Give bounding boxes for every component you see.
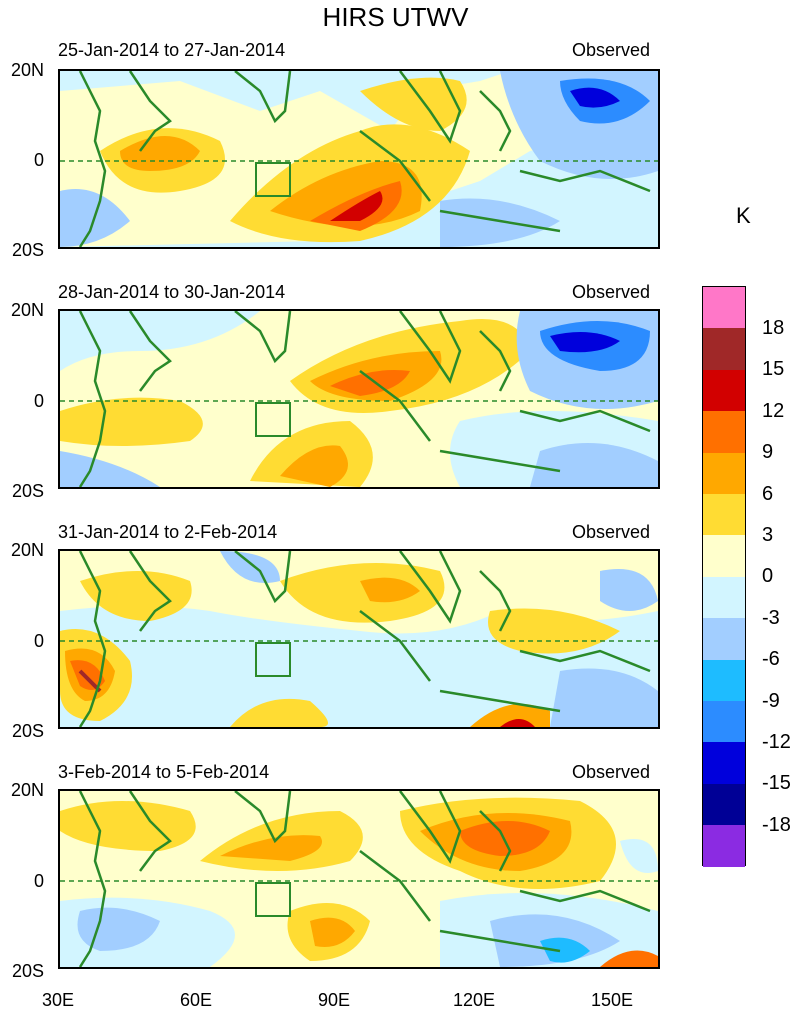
panel-4-observed-label: Observed [572, 762, 651, 782]
colorbar-label: -9 [762, 690, 780, 712]
map-panel-2-field [60, 311, 658, 487]
panel-2-observed-label: Observed [572, 282, 651, 302]
lon-label-90e: 90E [317, 990, 351, 1010]
lon-label-120e: 120E [452, 990, 496, 1010]
lon-label-30e: 30E [41, 990, 75, 1010]
colorbar-box [703, 535, 745, 577]
lat-label-0: 0 [33, 871, 44, 891]
map-panel-4-field [60, 791, 658, 967]
map-panel-3 [58, 549, 660, 729]
colorbar-label: 15 [762, 358, 785, 380]
lat-label-0: 0 [33, 391, 44, 411]
colorbar-unit: K [736, 203, 751, 228]
lat-label-20n: 20N [10, 780, 44, 800]
colorbar-box [703, 576, 745, 619]
colorbar-label: 3 [762, 524, 774, 546]
colorbar-label: -12 [762, 731, 791, 753]
colorbar-box [703, 783, 745, 826]
lat-label-20s: 20S [11, 481, 44, 501]
colorbar-box [703, 411, 745, 453]
colorbar-label: 18 [762, 317, 785, 339]
colorbar [702, 286, 746, 867]
lat-label-20n: 20N [10, 540, 44, 560]
panel-3-observed-label: Observed [572, 522, 651, 542]
colorbar-box [703, 742, 745, 784]
colorbar-box [703, 701, 745, 743]
colorbar-box [703, 618, 745, 660]
map-panel-2 [58, 309, 660, 489]
colorbar-label: 0 [762, 565, 774, 587]
colorbar-label: -15 [762, 772, 791, 794]
colorbar-label: -18 [762, 814, 791, 836]
map-panel-3-field [60, 551, 658, 727]
lon-label-150e: 150E [590, 990, 634, 1010]
map-panel-4 [58, 789, 660, 969]
figure-title: HIRS UTWV [322, 2, 469, 32]
lon-label-60e: 60E [179, 990, 213, 1010]
lat-label-20s: 20S [11, 240, 44, 260]
lat-label-20n: 20N [10, 60, 44, 80]
panel-1-observed-label: Observed [572, 40, 651, 60]
lat-label-0: 0 [33, 150, 44, 170]
colorbar-label: 6 [762, 483, 774, 505]
colorbar-box [703, 369, 745, 412]
map-panel-1-field [60, 71, 658, 247]
colorbar-label: 9 [762, 441, 774, 463]
map-panel-1 [58, 69, 660, 249]
colorbar-label: 12 [762, 400, 785, 422]
colorbar-box [703, 494, 745, 536]
colorbar-box [703, 328, 745, 370]
colorbar-box [703, 659, 745, 701]
colorbar-label: -3 [762, 607, 780, 629]
colorbar-box [703, 452, 745, 494]
panel-2-date-range: 28-Jan-2014 to 30-Jan-2014 [58, 282, 286, 302]
panel-4-date-range: 3-Feb-2014 to 5-Feb-2014 [58, 762, 270, 782]
lat-label-20n: 20N [10, 300, 44, 320]
panel-1-date-range: 25-Jan-2014 to 27-Jan-2014 [58, 40, 286, 60]
colorbar-box [703, 825, 745, 867]
panel-3-date-range: 31-Jan-2014 to 2-Feb-2014 [58, 522, 278, 542]
lat-label-20s: 20S [11, 961, 44, 981]
colorbar-box [703, 287, 745, 329]
colorbar-label: -6 [762, 648, 780, 670]
lat-label-20s: 20S [11, 721, 44, 741]
lat-label-0: 0 [33, 631, 44, 651]
